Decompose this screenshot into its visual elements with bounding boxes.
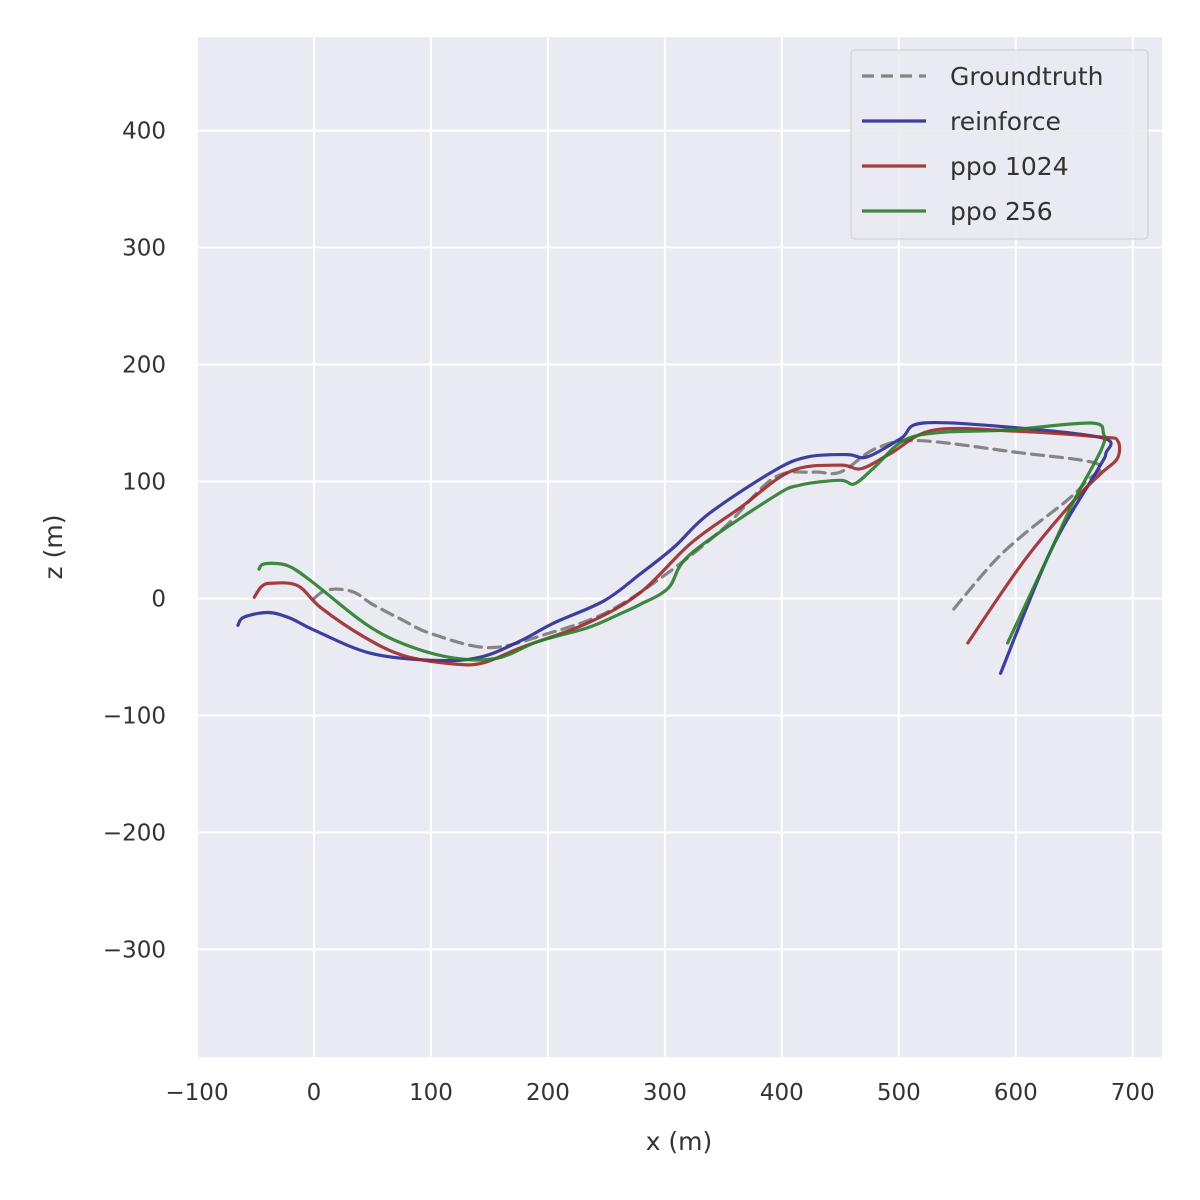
x-tick-label: 0 [307,1080,322,1106]
legend-label: ppo 256 [950,197,1053,226]
legend-item-groundtruth[interactable]: Groundtruth [862,62,1104,91]
x-tick-label: 600 [994,1080,1038,1106]
series-line-reinforce [236,420,1113,675]
legend[interactable]: Groundtruth reinforce ppo 1024 ppo 256 [850,49,1149,240]
y-tick-label: 0 [151,586,166,612]
y-tick-label: 400 [122,119,166,145]
x-axis-label: x (m) [646,1127,713,1156]
legend-label: reinforce [950,107,1061,136]
series-line-ppo-256 [257,421,1107,662]
x-tick-label: 400 [760,1080,804,1106]
x-tick-labels: −100 0 100 200 300 400 500 600 700 [165,1080,1154,1106]
x-tick-label: 500 [877,1080,921,1106]
y-tick-labels: −300 −200 −100 0 100 200 300 400 [103,119,166,964]
y-tick-label: 100 [122,469,166,495]
series-lines [236,420,1122,675]
legend-box [850,49,1149,240]
y-tick-label: 200 [122,353,166,379]
x-tick-label: 200 [526,1080,570,1106]
x-tick-label: −100 [165,1080,228,1106]
legend-item-ppo-1024[interactable]: ppo 1024 [862,152,1069,181]
x-tick-label: 100 [409,1080,453,1106]
series-line-ppo-1024 [252,426,1122,667]
x-tick-label: 700 [1111,1080,1155,1106]
legend-label: Groundtruth [950,62,1104,91]
y-tick-label: −300 [103,937,166,963]
y-tick-label: 300 [122,236,166,262]
legend-item-ppo-256[interactable]: ppo 256 [862,197,1053,226]
x-tick-label: 300 [643,1080,687,1106]
y-tick-label: −100 [103,703,166,729]
y-axis-label: z (m) [39,515,68,580]
y-tick-label: −200 [103,820,166,846]
legend-label: ppo 1024 [950,152,1069,181]
legend-item-reinforce[interactable]: reinforce [862,107,1061,136]
